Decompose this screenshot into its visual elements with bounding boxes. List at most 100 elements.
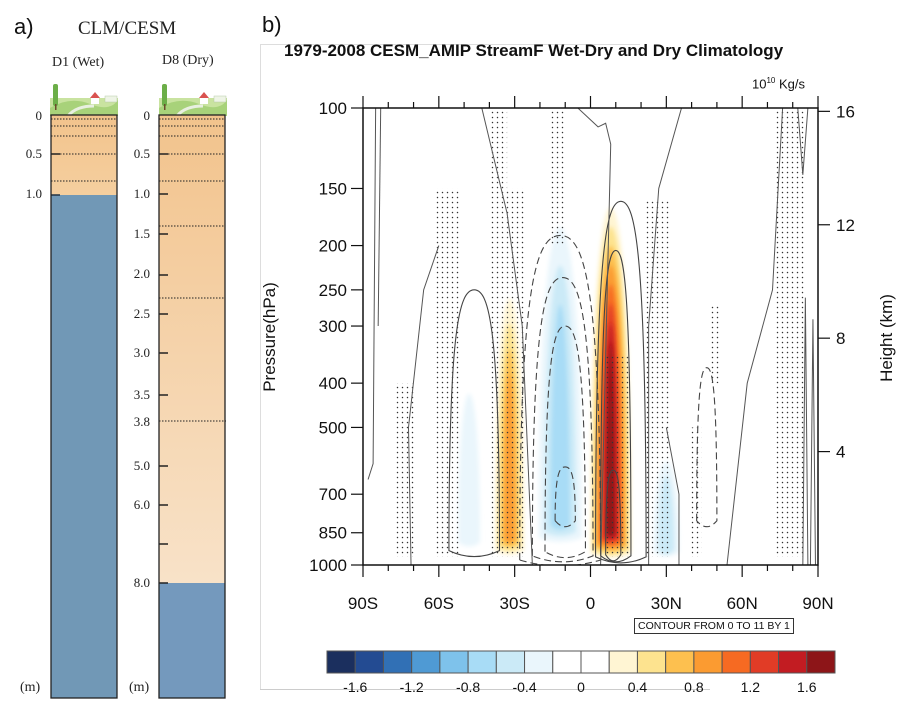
depth-tick-d8-0: 0	[143, 108, 151, 123]
colorbar: -1.6 -1.2 -0.8 -0.4 0 0.4 0.8 1.2 1.6	[326, 650, 836, 695]
contour-zero-line	[377, 108, 382, 327]
colorbar-tick-label: -1.6	[343, 679, 367, 695]
colorbar-box	[552, 650, 582, 674]
units-suffix: Kg/s	[775, 76, 805, 92]
y-right-tick-label: 8	[836, 329, 845, 348]
panel-a-title: CLM/CESM	[78, 18, 177, 39]
contour-layer	[367, 108, 816, 565]
y-tick-label: 100	[319, 99, 347, 118]
panel-b-label: b)	[262, 12, 282, 37]
depth-tick-d8-7: 3.5	[133, 387, 150, 402]
depth-tick-d8-11: 8.0	[133, 575, 150, 590]
shade-sh-midlat-negative	[458, 393, 481, 547]
depth-tick-d1-1: 0.5	[25, 146, 42, 161]
soil-column-d1	[50, 114, 118, 699]
stipple-region	[775, 108, 806, 557]
y-tick-label: 250	[319, 281, 347, 300]
y-right-tick-label: 4	[836, 443, 845, 462]
contour-dashed	[544, 325, 586, 559]
depth-tick-d8-8: 3.8	[133, 414, 150, 429]
colorbar-box	[411, 650, 441, 674]
depth-tick-d8-5: 2.5	[133, 306, 150, 321]
panel-b-border-left	[260, 44, 261, 690]
contour-dashed	[554, 466, 576, 528]
y-right-tick-label: 12	[836, 216, 855, 235]
depth-tick-d8-1: 0.5	[133, 146, 150, 161]
unit-label-d8: (m)	[129, 680, 150, 695]
stipple-region	[507, 188, 525, 557]
x-tick-label: 60S	[424, 594, 454, 613]
x-tick-label: 30S	[500, 594, 530, 613]
colorbar-box	[495, 650, 526, 674]
y-right-tick-label: 16	[836, 102, 855, 121]
x-tick-label: 60N	[727, 594, 758, 613]
colorbar-box	[721, 650, 751, 674]
column-d1-title: D1 (Wet)	[52, 55, 105, 70]
shade-southern-negative-cell	[550, 304, 570, 530]
colorbar-tick-label: 0.4	[628, 679, 648, 695]
contour-zero-line	[648, 108, 682, 565]
colorbar-tick-label: -0.8	[456, 679, 480, 695]
axes-layer	[351, 96, 830, 577]
colorbar-tick-label: -1.2	[400, 679, 424, 695]
y-axis-label: Pressure(hPa)	[260, 282, 279, 392]
stipple-region	[550, 108, 566, 246]
depth-tick-d8-6: 3.0	[133, 345, 150, 360]
colorbar-box	[778, 650, 808, 674]
units-exponent: 10	[766, 76, 776, 85]
stipple-region	[709, 305, 720, 384]
y-tick-label: 700	[319, 485, 347, 504]
units-base: 10	[752, 76, 767, 92]
panel-a-label: a)	[14, 14, 34, 39]
colorbar-box	[806, 650, 836, 674]
y-tick-label: 500	[319, 418, 347, 437]
stipple-region	[395, 383, 414, 557]
contour-solid	[448, 289, 501, 558]
y-tick-label: 200	[319, 237, 347, 256]
depth-tick-d1-0: 0	[35, 108, 43, 123]
landscape-icon	[50, 84, 118, 116]
soil-layer	[51, 115, 117, 195]
x-tick-label: 90S	[348, 594, 378, 613]
y-tick-label: 1000	[309, 556, 347, 575]
panel-b-border-bottom	[260, 689, 710, 690]
contour-solid	[595, 200, 647, 564]
depth-tick-d8-9: 5.0	[133, 458, 150, 473]
depth-tick-d8-2: 1.0	[133, 186, 150, 201]
colorbar-box	[580, 650, 610, 674]
contour-zero-line	[367, 108, 377, 480]
x-tick-label: 30N	[651, 594, 682, 613]
bedrock-layer	[159, 583, 225, 698]
y-tick-label: 400	[319, 374, 347, 393]
colorbar-box	[354, 650, 384, 674]
chart-title: 1979-2008 CESM_AMIP StreamF Wet-Dry and …	[284, 41, 784, 60]
soil-layer	[159, 115, 225, 583]
colorbar-tick-label: -0.4	[512, 679, 536, 695]
colorbar-box	[693, 650, 723, 674]
y-tick-label: 150	[319, 179, 347, 198]
y-tick-label: 300	[319, 317, 347, 336]
colorbar-box	[749, 650, 780, 674]
y-tick-label: 850	[319, 524, 347, 543]
colorbar-box	[467, 650, 497, 674]
depth-tick-d8-4: 2.0	[133, 266, 150, 281]
stipple-region	[643, 201, 672, 557]
colorbar-box	[439, 650, 469, 674]
colorbar-box	[636, 650, 667, 674]
contour-info-box: CONTOUR FROM 0 TO 11 BY 1	[634, 618, 794, 634]
colorbar-tick-label: 1.2	[741, 679, 761, 695]
units-label: 1010 Kg/s	[752, 76, 805, 91]
contour-zero-line	[726, 108, 784, 565]
stipple-region	[605, 356, 631, 557]
column-d8-title: D8 (Dry)	[162, 53, 214, 68]
contour-zero-line	[802, 297, 809, 565]
contour-dashed	[531, 277, 594, 563]
contour-solid	[600, 249, 632, 563]
y-axis-right-label: Height (km)	[877, 294, 896, 382]
depth-tick-d8-10: 6.0	[133, 497, 150, 512]
depth-tick-d1-2: 1.0	[25, 186, 42, 201]
depth-tick-d8-3: 1.5	[133, 226, 150, 241]
colorbar-box	[524, 650, 554, 674]
